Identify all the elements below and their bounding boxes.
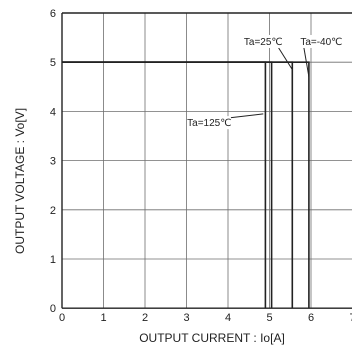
y-tick-label: 2	[50, 205, 56, 217]
y-tick-label: 0	[50, 303, 56, 315]
y-tick-label: 3	[50, 156, 56, 168]
y-tick-label: 4	[50, 106, 56, 118]
series-line	[62, 61, 310, 309]
x-tick-label: 0	[59, 312, 65, 324]
axes	[61, 12, 352, 309]
y-axis-title: OUTPUT VOLTAGE : Vo[V]	[13, 108, 27, 254]
series-line	[62, 61, 273, 309]
x-tick-label: 5	[266, 312, 272, 324]
annotation-label-background	[187, 116, 231, 130]
annotation-leader-line	[303, 46, 310, 78]
x-tick-label: 7	[349, 312, 352, 324]
x-tick-label: 1	[100, 312, 106, 324]
annotation-label-background	[299, 34, 343, 48]
annotation-label-background	[244, 34, 283, 48]
annotations: Ta=25℃ Ta=-40℃ Ta=125℃	[187, 34, 343, 130]
x-tick-label: 4	[225, 312, 231, 324]
tick-labels: 0 1 2 3 4 5 6 7 0 1 2 3 4 5 6	[50, 8, 352, 324]
x-tick-label: 6	[308, 312, 314, 324]
annotation-label: Ta=25℃	[244, 37, 283, 48]
x-tick-label: 3	[183, 312, 189, 324]
y-tick-label: 1	[50, 254, 56, 266]
y-tick-label: 5	[50, 57, 56, 69]
annotation-label: Ta=-40℃	[300, 37, 342, 48]
annotation-leader-line	[277, 46, 293, 70]
y-tick-label: 6	[50, 8, 56, 20]
annotation-label: Ta=125℃	[187, 118, 231, 129]
x-tick-label: 2	[142, 312, 148, 324]
annotation-leader-line	[226, 113, 264, 119]
x-axis-title: OUTPUT CURRENT : Io[A]	[139, 331, 285, 345]
series-line	[62, 61, 294, 309]
series-line	[62, 61, 267, 309]
series-lines	[62, 61, 310, 309]
